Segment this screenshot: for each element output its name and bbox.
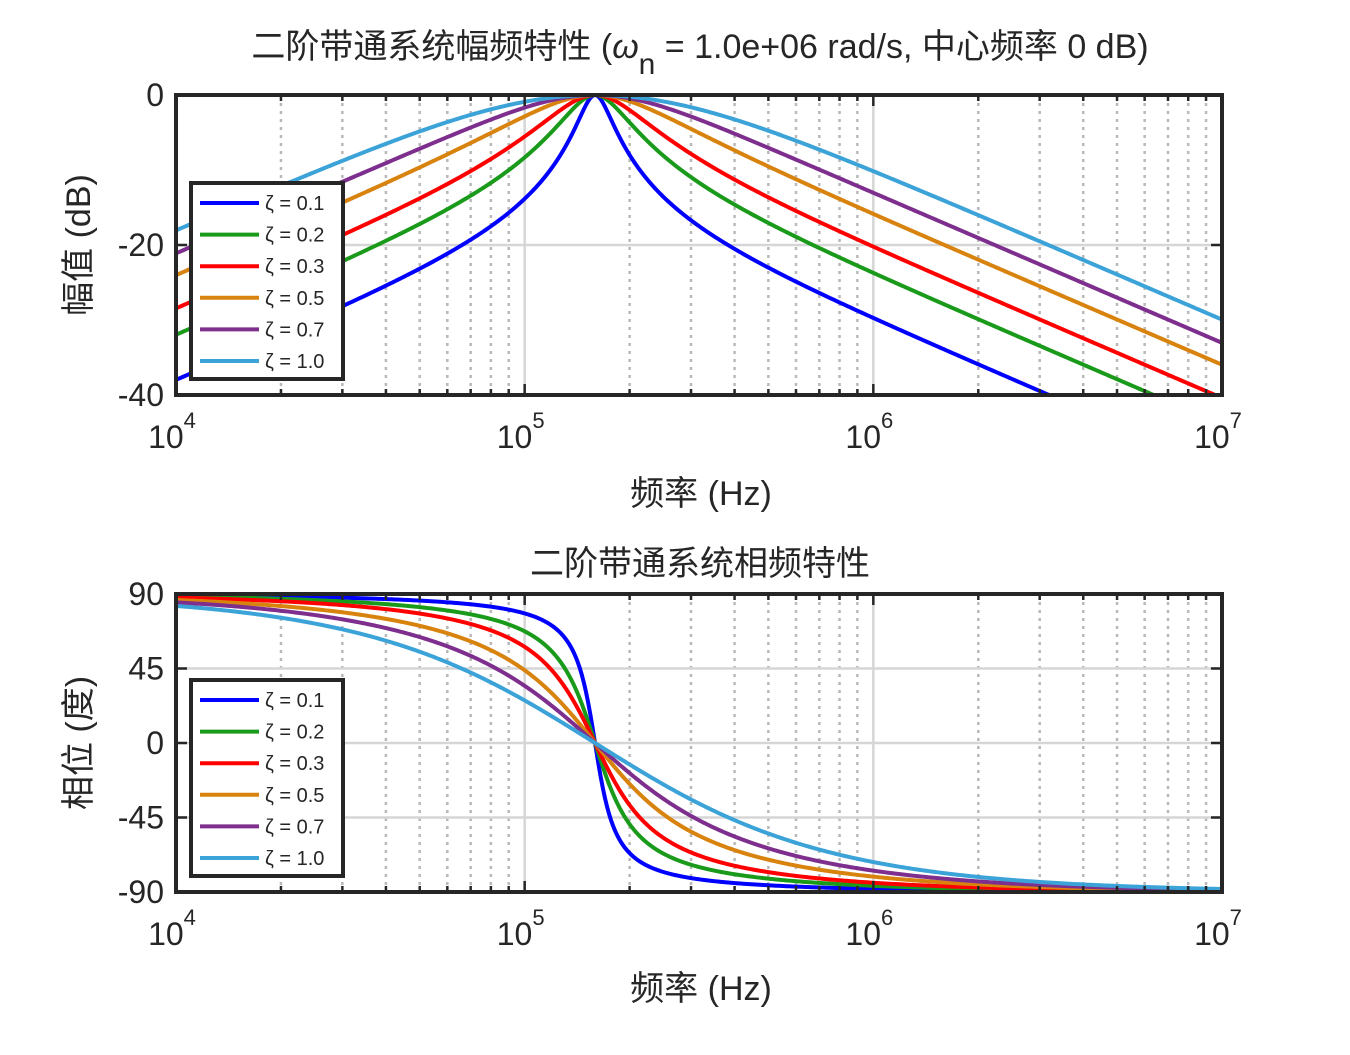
magnitude-series-line-5 [176,95,1222,322]
phase-chart: 二阶带通系统相频特性 104 105 106 107 90 45 0 -45 -90 频率 (H… [60,545,1242,1008]
magnitude-legend: ζ = 0.1 ζ = 0.2 ζ = 0.3 ζ = 0.5 ζ = 0.7 ζ = 1… [189,181,345,381]
magnitude-series-line-3 [176,95,1222,367]
phase-legend-label: ζ = 0.5 [265,785,324,807]
magnitude-y-axis-label: 幅值 (dB) [60,174,98,316]
phase-x-tick-label: 104 [148,905,196,952]
phase-legend-label: ζ = 0.2 [265,722,324,744]
magnitude-legend-box [189,181,345,381]
magnitude-x-tick-label: 106 [845,408,893,455]
magnitude-title: 二阶带通系统幅频特性 (ωn = 1.0e+06 rad/s, 中心频率 0 d… [251,28,1148,81]
phase-x-tick-label: 106 [845,905,893,952]
phase-x-tick-label: 107 [1194,905,1242,952]
magnitude-series-line-2 [176,95,1221,395]
phase-y-tick-label: 45 [128,651,164,687]
phase-legend-label: ζ = 1.0 [265,848,324,870]
phase-y-tick-label: 90 [128,576,164,612]
magnitude-y-tick-label: -20 [118,227,164,263]
magnitude-legend-label: ζ = 0.1 [265,193,324,215]
phase-legend-box [189,678,345,878]
phase-x-axis-label: 频率 (Hz) [630,970,772,1008]
magnitude-chart: 二阶带通系统幅频特性 (ωn = 1.0e+06 rad/s, 中心频率 0 d… [60,28,1242,513]
phase-y-tick-label: -90 [118,874,164,910]
magnitude-ticks: 104 105 106 107 0 -20 -40 [118,77,1242,455]
magnitude-x-axis-label: 频率 (Hz) [630,475,772,513]
magnitude-x-tick-label: 107 [1194,408,1242,455]
magnitude-series-line-1 [176,95,1159,395]
magnitude-y-tick-label: -40 [118,377,164,413]
phase-ticks: 104 105 106 107 90 45 0 -45 -90 [118,576,1242,952]
magnitude-legend-label: ζ = 1.0 [265,351,324,373]
phase-y-tick-label: -45 [118,800,164,836]
magnitude-legend-label: ζ = 0.7 [265,319,324,341]
magnitude-series-line-4 [176,95,1222,345]
magnitude-x-tick-label: 105 [497,408,545,455]
phase-legend: ζ = 0.1 ζ = 0.2 ζ = 0.3 ζ = 0.5 ζ = 0.7 ζ = 1… [189,678,345,878]
phase-x-tick-label: 105 [497,905,545,952]
phase-legend-label: ζ = 0.3 [265,753,324,775]
phase-series-line-5 [176,603,1222,891]
phase-series-line-4 [176,600,1222,892]
phase-y-axis-label: 相位 (度) [60,676,98,810]
magnitude-legend-label: ζ = 0.3 [265,256,324,278]
magnitude-x-tick-label: 104 [148,408,196,455]
magnitude-y-tick-label: 0 [146,77,164,113]
phase-legend-label: ζ = 0.1 [265,690,324,712]
magnitude-legend-label: ζ = 0.5 [265,288,324,310]
phase-legend-label: ζ = 0.7 [265,816,324,838]
magnitude-legend-label: ζ = 0.2 [265,225,324,247]
magnitude-series [176,95,1222,395]
phase-y-tick-label: 0 [146,725,164,761]
phase-title: 二阶带通系统相频特性 [530,545,870,583]
